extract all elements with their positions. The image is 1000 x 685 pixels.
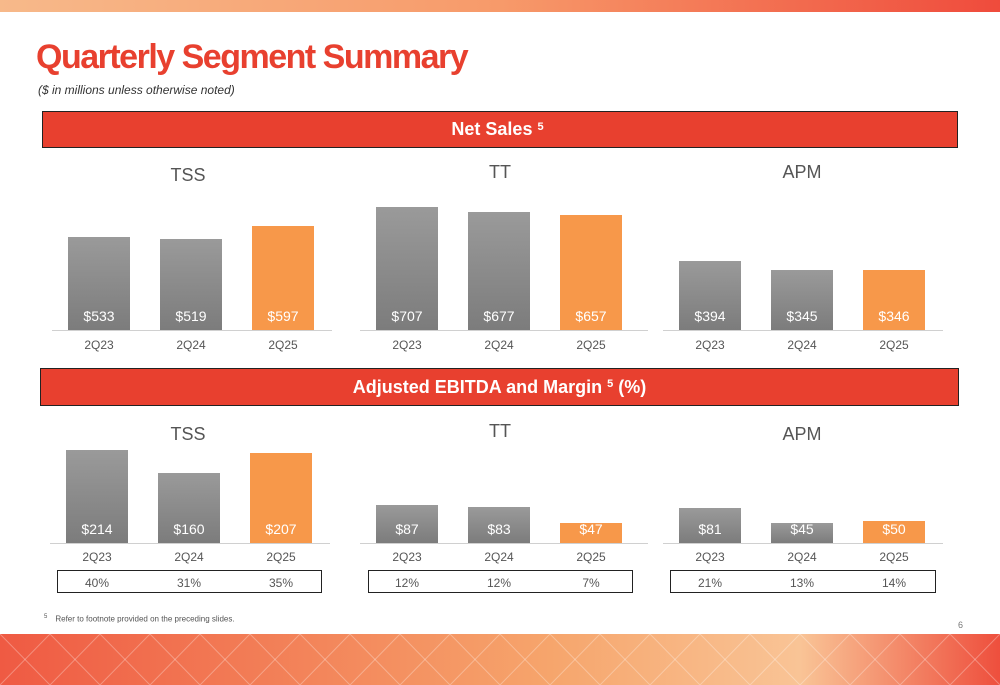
bar-value-label: $87 <box>395 521 419 537</box>
ebitda-banner: Adjusted EBITDA and Margin 5 (%) <box>40 368 959 406</box>
chart-title-ebitda_tss: TSS <box>170 424 206 444</box>
footnote-marker: 5 <box>44 614 48 620</box>
margin-value: 31% <box>176 576 202 590</box>
bar-value-label: $677 <box>483 308 515 324</box>
bar-value-label: $207 <box>265 521 297 537</box>
margin-value: 13% <box>789 576 815 590</box>
bar-ebitda_tt-2Q24 <box>468 507 530 543</box>
net-sales-banner-label: Net Sales <box>451 119 533 139</box>
margin-box-ebitda_tss: 40% 31% 35% <box>57 570 322 593</box>
bar-value-label: $657 <box>575 308 607 324</box>
bar-value-label: $597 <box>267 308 299 324</box>
ebitda-footnote-ref: 5 <box>607 378 614 390</box>
footnote: 5 Refer to footnote provided on the prece… <box>44 614 235 624</box>
page-number: 6 <box>958 620 964 630</box>
chart-title-net_tt: TT <box>489 162 511 182</box>
x-axis-net_apm <box>663 330 943 331</box>
page-title: Quarterly Segment Summary <box>36 38 469 76</box>
bar-ebitda_tt-2Q25 <box>560 523 622 543</box>
bar-ebitda_apm-2Q23 <box>679 508 741 543</box>
category-label: 2Q25 <box>576 550 606 564</box>
category-label: 2Q24 <box>787 338 817 352</box>
category-label: 2Q24 <box>174 550 204 564</box>
bar-net_tss-2Q24 <box>160 239 222 330</box>
bar-value-label: $214 <box>81 521 113 537</box>
footnote-text: Refer to footnote provided on the preced… <box>55 614 235 624</box>
category-label: 2Q23 <box>695 338 725 352</box>
bar-value-label: $47 <box>579 521 603 537</box>
top-accent-strip <box>0 0 1000 12</box>
x-axis-net_tt <box>360 330 648 331</box>
bar-net_tss-2Q23 <box>68 237 130 330</box>
bar-value-label: $394 <box>694 308 726 324</box>
net-sales-banner: Net Sales 5 <box>42 111 958 148</box>
bar-value-label: $45 <box>790 521 814 537</box>
ebitda-banner-label: Adjusted EBITDA and Margin <box>352 376 603 397</box>
x-axis-ebitda_apm <box>663 543 943 544</box>
bar-net_apm-2Q24 <box>771 270 833 330</box>
page-subtitle: ($ in millions unless otherwise noted) <box>38 83 235 97</box>
category-label: 2Q25 <box>266 550 296 564</box>
bar-net_tss-2Q25 <box>252 226 314 330</box>
bar-ebitda_tss-2Q23 <box>66 450 128 543</box>
category-label: 2Q23 <box>695 550 725 564</box>
margin-value: 35% <box>268 576 294 590</box>
bar-net_tt-2Q23 <box>376 207 438 330</box>
margin-value: 12% <box>394 576 420 590</box>
net-sales-footnote-ref: 5 <box>537 120 544 133</box>
category-label: 2Q24 <box>176 338 206 352</box>
margin-value: 14% <box>881 576 907 590</box>
margin-box-ebitda_tt: 12% 12% 7% <box>368 570 633 593</box>
category-label: 2Q23 <box>84 338 114 352</box>
bar-value-label: $83 <box>487 521 511 537</box>
category-label: 2Q25 <box>268 338 298 352</box>
bar-value-label: $346 <box>878 308 910 324</box>
margin-value: 12% <box>486 576 512 590</box>
x-axis-net_tss <box>52 330 332 331</box>
bar-value-label: $345 <box>786 308 818 324</box>
category-label: 2Q24 <box>484 550 514 564</box>
bar-net_tt-2Q24 <box>468 212 530 330</box>
category-label: 2Q25 <box>879 550 909 564</box>
bar-value-label: $519 <box>175 308 207 324</box>
bar-net_apm-2Q23 <box>679 261 741 330</box>
bar-net_apm-2Q25 <box>863 270 925 330</box>
margin-value: 7% <box>582 576 600 590</box>
bar-ebitda_tt-2Q23 <box>376 505 438 543</box>
bar-value-label: $533 <box>83 308 115 324</box>
category-label: 2Q23 <box>392 338 422 352</box>
bar-value-label: $160 <box>173 521 205 537</box>
chart-title-net_apm: APM <box>782 162 822 182</box>
bar-value-label: $707 <box>391 308 423 324</box>
ebitda-banner-suffix: (%) <box>618 376 647 397</box>
bar-ebitda_apm-2Q24 <box>771 523 833 543</box>
margin-value: 40% <box>84 576 110 590</box>
bar-net_tt-2Q25 <box>560 215 622 330</box>
bar-value-label: $81 <box>698 521 722 537</box>
x-axis-ebitda_tt <box>360 543 648 544</box>
chart-title-net_tss: TSS <box>170 165 206 185</box>
bar-value-label: $50 <box>882 521 906 537</box>
category-label: 2Q25 <box>576 338 606 352</box>
category-label: 2Q24 <box>787 550 817 564</box>
category-label: 2Q23 <box>392 550 422 564</box>
category-label: 2Q25 <box>879 338 909 352</box>
decorative-footer-band <box>0 634 1000 685</box>
margin-box-ebitda_apm: 21% 13% 14% <box>670 570 936 593</box>
margin-value: 21% <box>697 576 723 590</box>
category-label: 2Q24 <box>484 338 514 352</box>
x-axis-ebitda_tss <box>50 543 330 544</box>
chart-title-ebitda_apm: APM <box>782 424 822 444</box>
bar-ebitda_apm-2Q25 <box>863 521 925 543</box>
bar-ebitda_tss-2Q24 <box>158 473 220 543</box>
chart-title-ebitda_tt: TT <box>489 421 511 441</box>
category-label: 2Q23 <box>82 550 112 564</box>
bar-ebitda_tss-2Q25 <box>250 453 312 543</box>
